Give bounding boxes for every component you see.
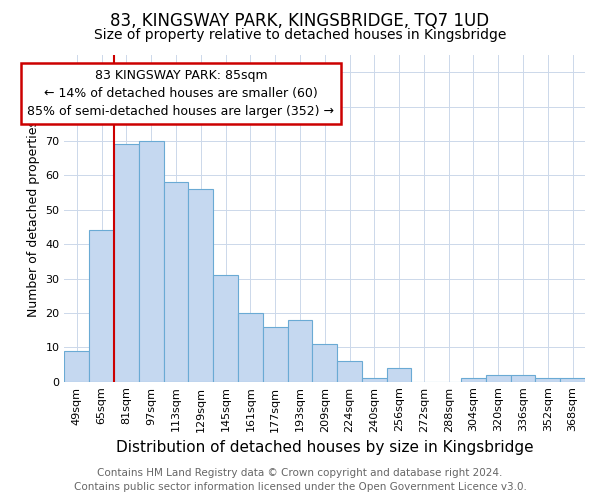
- Bar: [139, 141, 164, 382]
- Bar: [362, 378, 386, 382]
- Bar: [188, 189, 213, 382]
- Text: Contains HM Land Registry data © Crown copyright and database right 2024.
Contai: Contains HM Land Registry data © Crown c…: [74, 468, 526, 492]
- Bar: [114, 144, 139, 382]
- Bar: [535, 378, 560, 382]
- Bar: [486, 375, 511, 382]
- Y-axis label: Number of detached properties: Number of detached properties: [27, 120, 40, 317]
- Text: 83 KINGSWAY PARK: 85sqm
← 14% of detached houses are smaller (60)
85% of semi-de: 83 KINGSWAY PARK: 85sqm ← 14% of detache…: [28, 69, 334, 118]
- Bar: [164, 182, 188, 382]
- Text: Size of property relative to detached houses in Kingsbridge: Size of property relative to detached ho…: [94, 28, 506, 42]
- Bar: [213, 275, 238, 382]
- Bar: [313, 344, 337, 382]
- Bar: [386, 368, 412, 382]
- Bar: [238, 313, 263, 382]
- X-axis label: Distribution of detached houses by size in Kingsbridge: Distribution of detached houses by size …: [116, 440, 533, 455]
- Bar: [287, 320, 313, 382]
- Bar: [337, 361, 362, 382]
- Bar: [560, 378, 585, 382]
- Bar: [263, 326, 287, 382]
- Bar: [89, 230, 114, 382]
- Bar: [64, 350, 89, 382]
- Bar: [511, 375, 535, 382]
- Bar: [461, 378, 486, 382]
- Text: 83, KINGSWAY PARK, KINGSBRIDGE, TQ7 1UD: 83, KINGSWAY PARK, KINGSBRIDGE, TQ7 1UD: [110, 12, 490, 30]
